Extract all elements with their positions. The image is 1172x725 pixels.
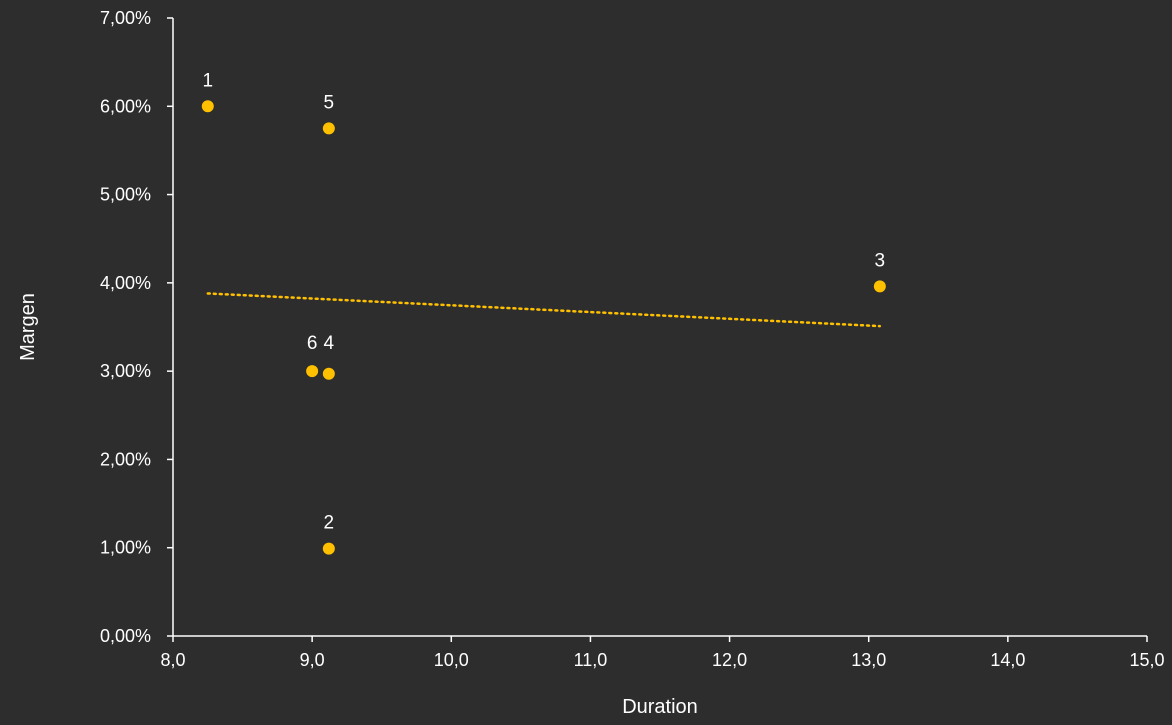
- data-point-2: [322, 542, 335, 555]
- y-tick-label: 4,00%: [100, 273, 151, 293]
- y-ticks: 0,00% 1,00% 2,00% 3,00% 4,00% 5,00% 6,00% 7,00%: [100, 8, 173, 646]
- axes: [172, 18, 1147, 637]
- data-label-3: 3: [875, 250, 886, 271]
- y-tick-label: 2,00%: [100, 449, 151, 469]
- y-axis-title: Margen: [17, 293, 39, 361]
- y-tick-label: 7,00%: [100, 8, 151, 28]
- x-axis-title: Duration: [622, 696, 698, 718]
- x-tick-label: 13,0: [851, 650, 886, 670]
- data-label-5: 5: [324, 92, 335, 113]
- trendline-group: [206, 292, 882, 328]
- x-tick-label: 9,0: [300, 650, 325, 670]
- data-label-4: 4: [324, 333, 335, 354]
- data-label-1: 1: [202, 70, 213, 91]
- x-tick-label: 12,0: [712, 650, 747, 670]
- y-tick-label: 3,00%: [100, 361, 151, 381]
- trendline: [206, 292, 882, 328]
- x-tick-label: 14,0: [990, 650, 1025, 670]
- x-tick-label: 8,0: [160, 650, 185, 670]
- data-point-6: [306, 365, 319, 378]
- data-point-3: [873, 280, 886, 293]
- y-tick-label: 6,00%: [100, 96, 151, 116]
- x-tick-label: 10,0: [434, 650, 469, 670]
- x-tick-label: 11,0: [574, 650, 608, 670]
- y-tick-label: 1,00%: [100, 538, 151, 558]
- x-tick-label: 15,0: [1129, 650, 1164, 670]
- data-label-2: 2: [324, 513, 335, 534]
- points: 1 2 3 4 5 6: [201, 70, 886, 555]
- data-label-6: 6: [307, 333, 318, 354]
- data-point-4: [322, 367, 335, 380]
- x-ticks: 8,0 9,0 10,0 11,0 12,0 13,0 14,0 15,0: [160, 636, 1165, 670]
- data-point-1: [201, 100, 214, 113]
- data-point-5: [322, 122, 335, 135]
- y-tick-label: 5,00%: [100, 185, 151, 205]
- y-tick-label: 0,00%: [100, 626, 151, 646]
